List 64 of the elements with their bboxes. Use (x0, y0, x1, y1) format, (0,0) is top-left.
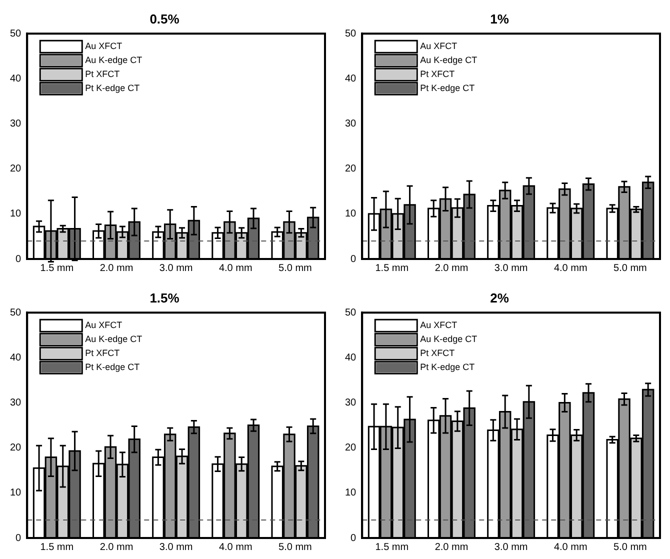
x-tick-label: 5.0 mm (614, 262, 647, 274)
legend-label: Pt K-edge CT (85, 362, 140, 372)
y-tick-label: 30 (10, 398, 22, 409)
y-tick-label: 50 (10, 28, 22, 40)
y-tick-label: 10 (345, 208, 357, 220)
y-tick-label: 10 (10, 488, 22, 499)
legend-label: Au K-edge CT (420, 55, 478, 66)
legend-label: Au XFCT (85, 320, 123, 330)
y-tick-label: 50 (345, 28, 357, 40)
legend-label: Pt XFCT (420, 69, 456, 80)
x-tick-label: 3.0 mm (159, 542, 193, 553)
x-tick-label: 4.0 mm (218, 542, 252, 553)
x-tick-label: 1.5 mm (375, 542, 409, 553)
x-tick-label: 2.0 mm (100, 542, 134, 553)
y-tick-label: 0 (350, 532, 357, 544)
x-tick-label: 1.5 mm (40, 262, 74, 274)
legend-label: Au K-edge CT (420, 334, 478, 344)
legend-label: Pt XFCT (85, 348, 120, 358)
x-tick-label: 2.0 mm (100, 262, 134, 274)
y-tick-label: 0 (16, 532, 22, 544)
x-tick-label: 4.0 mm (218, 262, 252, 274)
y-tick-label: 50 (10, 307, 22, 318)
chart-title: 2% (490, 290, 510, 306)
legend-label: Au XFCT (85, 41, 123, 52)
x-tick-label: 5.0 mm (614, 542, 647, 553)
y-tick-label: 20 (10, 442, 22, 454)
x-tick-label: 3.0 mm (494, 262, 528, 274)
y-tick-label: 10 (345, 488, 357, 499)
legend-label: Pt XFCT (420, 348, 456, 358)
y-tick-label: 0 (16, 254, 22, 265)
x-tick-label: 2.0 mm (434, 262, 468, 274)
y-tick-label: 40 (345, 73, 357, 84)
legend-label: Au K-edge CT (85, 334, 143, 344)
x-tick-label: 1.5 mm (375, 262, 409, 274)
chart-title: 0.5% (150, 11, 180, 26)
y-tick-label: 40 (10, 73, 22, 84)
y-tick-label: 50 (345, 307, 357, 318)
y-tick-label: 20 (345, 164, 357, 175)
y-tick-label: 40 (10, 352, 22, 364)
x-tick-label: 1.5 mm (40, 542, 74, 553)
chart-title: 1% (490, 11, 510, 26)
x-tick-label: 5.0 mm (278, 542, 312, 553)
y-tick-label: 20 (345, 442, 357, 454)
legend-label: Pt K-edge CT (420, 362, 476, 372)
y-tick-label: 30 (10, 118, 22, 130)
y-tick-label: 10 (10, 208, 22, 220)
x-tick-label: 4.0 mm (554, 262, 588, 274)
legend-label: Pt K-edge CT (420, 83, 476, 94)
legend-label: Au K-edge CT (85, 55, 143, 66)
legend-label: Au XFCT (420, 320, 458, 330)
x-tick-label: 4.0 mm (554, 542, 588, 553)
y-tick-label: 20 (10, 164, 22, 175)
y-tick-label: 30 (345, 398, 357, 409)
legend-label: Au XFCT (420, 41, 458, 52)
x-tick-label: 3.0 mm (159, 262, 193, 274)
chart-title: 1.5% (150, 290, 180, 306)
x-tick-label: 3.0 mm (494, 542, 528, 553)
x-tick-label: 2.0 mm (434, 542, 468, 553)
legend-label: Pt XFCT (85, 69, 120, 80)
x-tick-label: 5.0 mm (278, 262, 312, 274)
y-tick-label: 40 (345, 352, 357, 364)
y-tick-label: 30 (345, 118, 357, 130)
legend-label: Pt K-edge CT (85, 83, 140, 94)
y-tick-label: 0 (350, 254, 357, 265)
